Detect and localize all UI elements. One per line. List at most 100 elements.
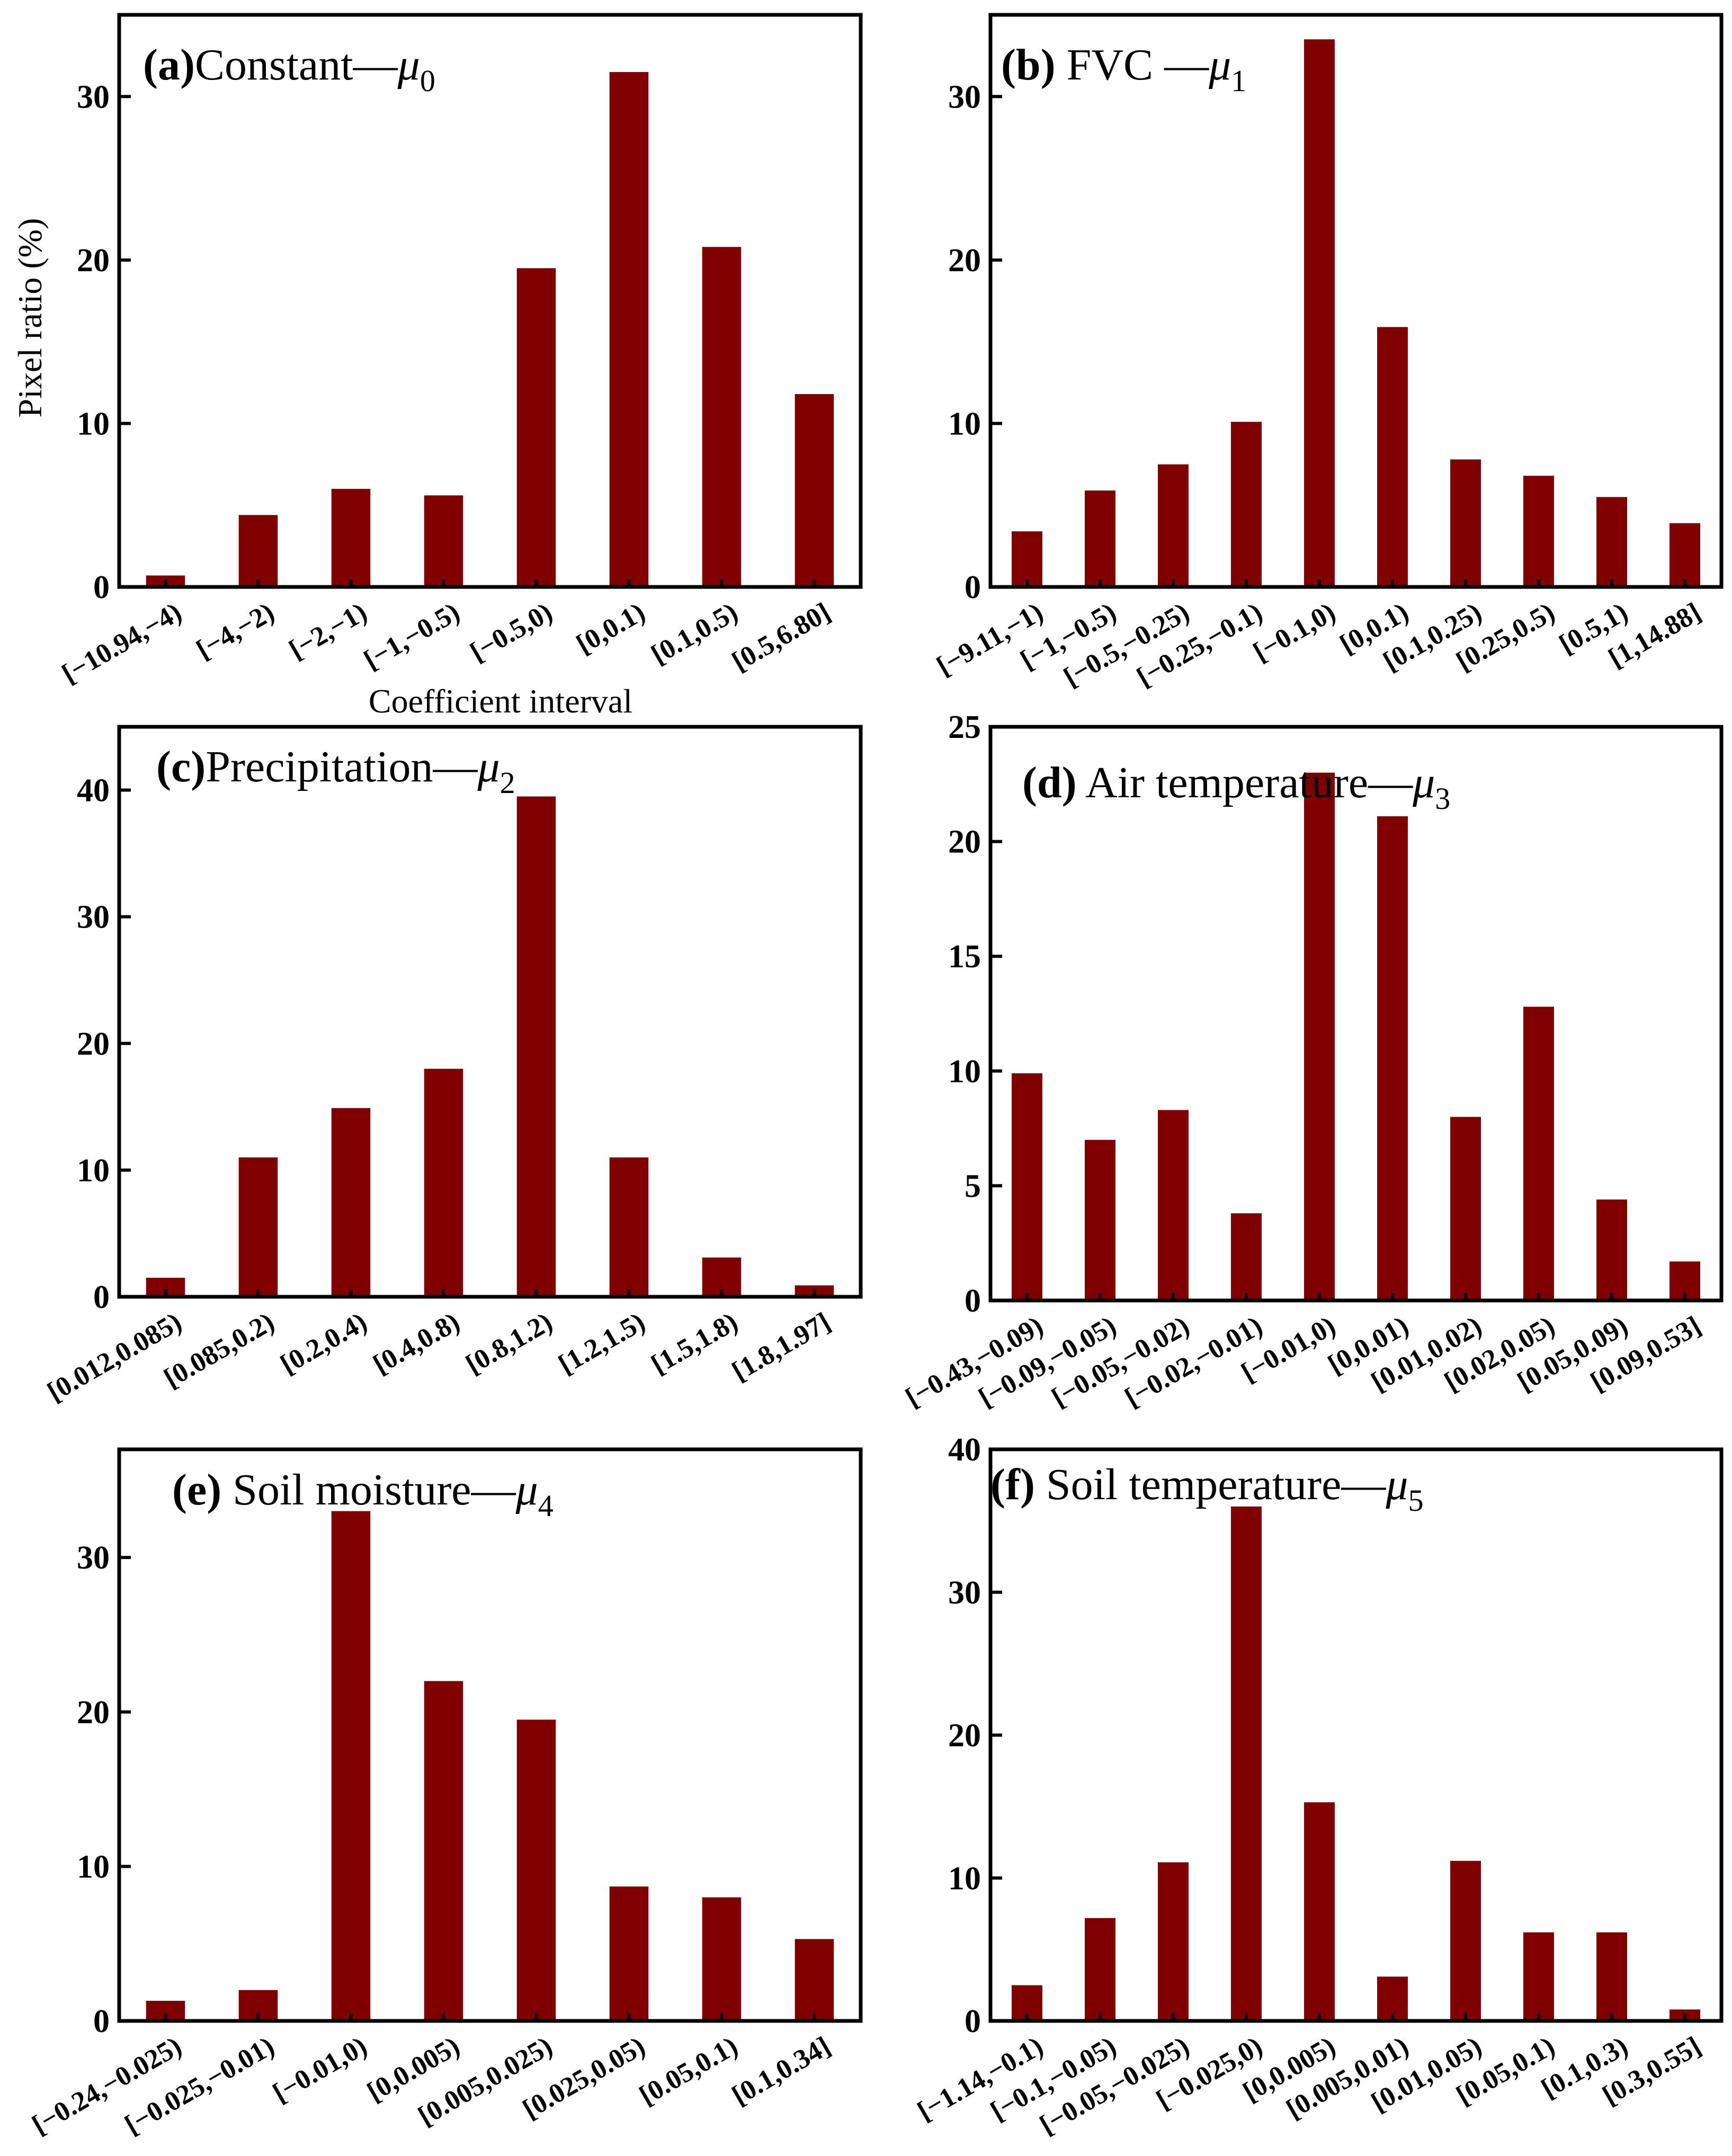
y-tick-label: 20 (77, 243, 110, 279)
chart-title: (f) Soil temperature—μ5 (990, 1460, 1424, 1518)
chart-title: (a)Constant—μ0 (143, 40, 435, 98)
x-tick-label: [−2,−1) (284, 597, 372, 665)
bar (1158, 464, 1189, 587)
y-tick-label: 20 (77, 1695, 110, 1731)
chart-title: (e) Soil moisture—μ4 (172, 1465, 553, 1523)
mu-subscript: 5 (1408, 1483, 1424, 1518)
panel-letter: (e) (172, 1465, 221, 1514)
title-text: Air temperature— (1077, 758, 1413, 807)
bar (1231, 1213, 1262, 1300)
bar (424, 1681, 463, 2021)
bar (516, 268, 556, 587)
title-text: Soil moisture— (221, 1465, 516, 1514)
y-tick-label: 0 (93, 1279, 110, 1315)
bar (609, 72, 649, 587)
chart-panel-c: 010203040[0.012,0.085)[0.085,0.2)[0.2,0.… (42, 725, 863, 1407)
y-tick-label: 20 (948, 243, 981, 279)
bar (331, 1511, 371, 2021)
x-tick-label: [0.5,6.80] (727, 597, 836, 677)
chart-title: (d) Air temperature—μ3 (1022, 758, 1450, 816)
x-tick-label: [−1,−0.5) (359, 597, 465, 675)
bar (1596, 1932, 1627, 2021)
bar (1450, 1117, 1481, 1300)
title-text: Constant— (195, 40, 398, 90)
chart-panel-b: 0102030[−9.11,−1)[−1,−0.5)[−0.5,−0.25)[−… (932, 13, 1724, 693)
bar (609, 1886, 649, 2021)
y-tick-label: 0 (93, 569, 110, 605)
x-tick-label: [1.5,1.8) (646, 1307, 743, 1380)
bar (1012, 1073, 1042, 1300)
y-tick-label: 30 (77, 899, 110, 936)
title-text: FVC — (1056, 40, 1209, 90)
bar (424, 1068, 463, 1297)
bar (1669, 523, 1700, 587)
mu-symbol: μ (397, 40, 420, 90)
bar (1377, 816, 1408, 1300)
chart-panel-a: 0 10 20 30 [−10.94,−4) [−4,−2) [−2,−1)[−1,−0.5… (57, 13, 863, 689)
bar (238, 1157, 278, 1297)
bar (1085, 1918, 1115, 2021)
y-tick-label: 0 (965, 2003, 981, 2039)
y-tick-label: 10 (948, 1860, 981, 1896)
y-tick-label: 30 (77, 79, 110, 115)
y-tick-label: 30 (948, 79, 981, 115)
y-axis-title-group: Pixel ratio (%) (11, 218, 49, 418)
y-tick-label: 30 (948, 1575, 981, 1611)
bar (1377, 327, 1408, 587)
mu-subscript: 0 (420, 64, 435, 98)
y-tick-label: 10 (948, 406, 981, 442)
y-tick-label: 0 (965, 569, 981, 605)
mu-symbol: μ (515, 1465, 538, 1514)
mu-subscript: 3 (1435, 781, 1450, 816)
bar (516, 796, 556, 1297)
bar (1158, 1862, 1189, 2021)
x-tick-label: [1.2,1.5) (553, 1307, 650, 1380)
y-tick-label: 0 (965, 1283, 981, 1319)
panel-letter: (f) (990, 1460, 1035, 1509)
plot-frame (117, 725, 863, 1299)
bar (702, 247, 742, 587)
chart-title: (c)Precipitation—μ2 (156, 742, 515, 800)
mu-subscript: 4 (538, 1489, 553, 1523)
chart-title: (b) FVC —μ1 (1001, 40, 1246, 98)
bar (1450, 1860, 1481, 2021)
y-tick-label: 10 (77, 1153, 110, 1189)
x-tick-label: [0,0.1) (572, 597, 650, 660)
bar (1304, 1802, 1335, 2021)
bar (331, 1108, 371, 1297)
x-tick-label: [0.012,0.085) (42, 1307, 186, 1407)
mu-symbol: μ (477, 742, 499, 791)
x-tick-label: [0.8,1.2) (461, 1307, 557, 1380)
bar (1596, 497, 1627, 587)
x-tick-label: [0.05,0.1) (635, 2031, 743, 2111)
y-axis-title: Pixel ratio (%) (11, 218, 49, 418)
x-tick-label: [−0.5,0) (465, 597, 557, 667)
bar (331, 488, 371, 587)
panel-letter: (b) (1001, 40, 1056, 90)
x-tick-label: [0.1,0.5) (646, 597, 743, 670)
y-tick-label: 0 (93, 2003, 110, 2039)
x-tick-label: [−10.94,−4) (57, 597, 187, 689)
mu-symbol: μ (1208, 40, 1231, 90)
x-tick-label: [−0.1,0) (1248, 597, 1341, 667)
plot-frame (988, 13, 1724, 589)
y-tick-label: 20 (77, 1026, 110, 1062)
title-text: Soil temperature— (1035, 1460, 1386, 1509)
bar (794, 1939, 834, 2021)
panel-letter: (a) (143, 40, 195, 90)
y-tick-label: 30 (77, 1540, 110, 1576)
bar (1012, 531, 1042, 587)
bar (1231, 1506, 1262, 2021)
bar (1085, 490, 1115, 587)
y-tick-label: 40 (77, 773, 110, 809)
y-tick-label: 10 (948, 1054, 981, 1090)
bar (424, 495, 463, 587)
x-tick-label: [−0.01,0) (268, 2031, 372, 2108)
bar (1596, 1199, 1627, 1300)
x-tick-label: [0.1,0.34] (727, 2031, 836, 2111)
x-tick-label: [1.8,1.97] (727, 1307, 836, 1387)
y-tick-label: 10 (77, 1849, 110, 1885)
plot-frame (117, 1447, 863, 2023)
plot-frame (988, 725, 1724, 1303)
